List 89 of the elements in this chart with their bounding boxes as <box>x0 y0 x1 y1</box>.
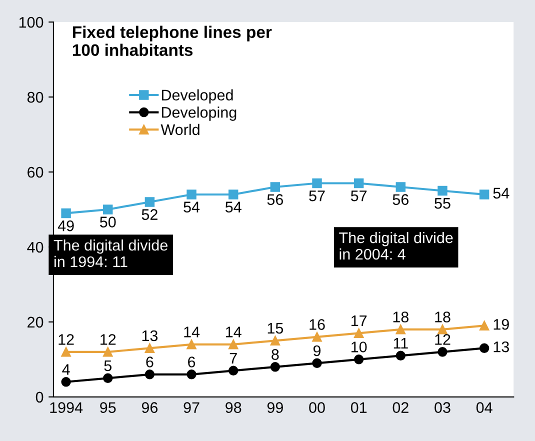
legend-label: Developed <box>162 89 233 104</box>
y-tick-label: 20 <box>28 316 44 328</box>
data-label: 14 <box>226 326 242 338</box>
point <box>270 336 280 346</box>
point <box>103 373 113 384</box>
x-tick-label: 03 <box>434 402 450 413</box>
x-tick-label: 98 <box>226 402 242 413</box>
point <box>144 370 155 380</box>
annotation: The digital divide in 1994: 11 <box>54 239 168 268</box>
data-label: 57 <box>350 190 367 202</box>
data-label: 10 <box>352 342 367 352</box>
x-tick-label: 95 <box>100 402 116 413</box>
point <box>228 366 238 376</box>
point <box>396 350 406 361</box>
data-label: 18 <box>435 312 450 322</box>
data-label: 56 <box>267 194 284 205</box>
data-label: 16 <box>310 319 325 330</box>
point <box>61 347 71 357</box>
y-tick-label: 100 <box>19 16 44 28</box>
x-tick-label: 04 <box>476 402 492 413</box>
data-label: 57 <box>309 190 325 202</box>
point <box>396 182 406 192</box>
y-tick-label: 80 <box>27 92 44 103</box>
data-label: 4 <box>62 364 70 375</box>
annotation: The digital divide in 2004: 4 <box>339 232 453 260</box>
point <box>228 190 238 200</box>
point <box>312 358 322 368</box>
data-label: 49 <box>58 220 74 232</box>
point <box>354 178 364 188</box>
data-label: 11 <box>394 338 408 349</box>
data-label: 13 <box>494 341 509 352</box>
data-label: 55 <box>434 198 450 209</box>
point <box>61 377 71 387</box>
point <box>186 190 196 200</box>
point <box>61 208 71 218</box>
data-label: 52 <box>142 209 158 220</box>
data-label: 15 <box>268 323 284 334</box>
data-label: 12 <box>58 334 74 345</box>
data-label: 56 <box>392 194 408 205</box>
point <box>479 190 490 200</box>
point <box>103 347 113 357</box>
data-label: 6 <box>146 356 154 368</box>
x-tick-label: 00 <box>309 402 325 413</box>
point <box>270 362 280 372</box>
y-tick-label: 60 <box>28 166 44 178</box>
data-label: 17 <box>352 316 367 326</box>
point <box>354 328 364 338</box>
x-tick-label: 1994 <box>50 402 83 413</box>
data-label: 19 <box>494 318 509 330</box>
data-label: 12 <box>100 334 116 345</box>
text: Fixed telephone lines per 100 inhabitants <box>72 26 272 56</box>
data-label: 54 <box>225 202 242 212</box>
data-label: 8 <box>272 349 279 360</box>
data-label: 7 <box>230 352 237 364</box>
data-label: 13 <box>142 330 158 342</box>
point <box>312 332 322 342</box>
point <box>354 354 364 364</box>
point <box>186 370 196 380</box>
x-tick-label: 99 <box>267 402 283 413</box>
data-label: 18 <box>393 312 408 322</box>
point <box>228 340 238 350</box>
data-label: 50 <box>100 216 116 228</box>
point <box>438 347 448 357</box>
data-label: 14 <box>184 326 200 338</box>
x-tick-label: 96 <box>142 402 158 413</box>
x-tick-label: 97 <box>184 402 200 413</box>
point <box>312 178 322 188</box>
data-label: 6 <box>188 356 196 368</box>
data-label: 5 <box>104 360 112 372</box>
data-label: 54 <box>493 188 510 199</box>
data-label: 54 <box>184 202 200 212</box>
point <box>186 340 196 350</box>
x-tick-label: 01 <box>350 402 367 413</box>
point <box>479 343 490 354</box>
point <box>103 204 113 214</box>
point <box>144 343 155 354</box>
legend-label: World <box>160 124 200 136</box>
point <box>479 320 490 331</box>
data-label: 9 <box>313 345 321 356</box>
point <box>144 197 155 207</box>
x-tick-label: 02 <box>392 402 408 413</box>
legend-label: Developing <box>162 106 236 121</box>
point <box>438 324 448 334</box>
y-tick-label: 40 <box>27 242 44 253</box>
point <box>396 324 406 334</box>
point <box>270 182 280 192</box>
data-label: 12 <box>435 334 450 345</box>
y-tick-label: 0 <box>36 392 44 403</box>
point <box>438 186 448 196</box>
